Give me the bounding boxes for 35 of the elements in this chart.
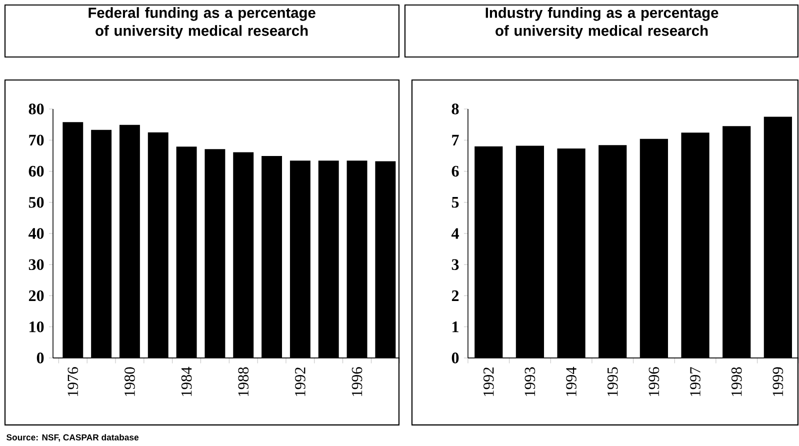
- y-tick-label: 0: [452, 352, 459, 364]
- x-tick-label: 1976: [68, 367, 78, 396]
- x-tick-label: 1992: [295, 368, 306, 396]
- x-tick-label: 1992: [483, 368, 494, 396]
- x-tick-label: 1997: [690, 367, 700, 396]
- y-tick-label: 2: [452, 290, 459, 302]
- y-tick-label: 7: [452, 134, 459, 146]
- x-tick-label: 1995: [607, 367, 618, 396]
- x-tick-label: 1999: [772, 367, 784, 396]
- chart-title: Federal funding as a percentage of university medical research: [88, 7, 316, 39]
- y-tick-label: 0: [36, 352, 44, 364]
- x-tick-label: 1988: [238, 367, 249, 396]
- y-tick-label: 20: [28, 290, 44, 302]
- x-tick-label: 1993: [524, 367, 536, 396]
- x-tick-label: 1998: [731, 367, 742, 396]
- y-tick-label: 70: [29, 134, 44, 146]
- y-tick-label: 4: [451, 228, 459, 239]
- y-tick-label: 3: [452, 259, 459, 270]
- y-tick-label: 40: [28, 228, 44, 239]
- x-tick-label: 1994: [566, 366, 576, 396]
- y-tick-label: 80: [28, 104, 44, 114]
- y-tick-label: 10: [30, 321, 44, 332]
- y-tick-label: 30: [28, 259, 44, 270]
- chart-title: Industry funding as a percentage of university medical research: [486, 7, 718, 39]
- x-tick-label: 1996: [352, 367, 362, 396]
- y-tick-label: 8: [452, 104, 459, 114]
- x-tick-label: 1996: [648, 367, 660, 396]
- y-tick-label: 5: [452, 197, 459, 208]
- x-tick-label: 1984: [181, 366, 192, 396]
- y-tick-label: 50: [28, 196, 44, 208]
- source-note: Source: NSF, CASPAR database: [6, 434, 139, 442]
- x-tick-label: 1980: [124, 367, 135, 396]
- y-tick-label: 6: [452, 166, 459, 177]
- y-tick-label: 1: [452, 322, 458, 332]
- y-tick-label: 60: [28, 166, 44, 177]
